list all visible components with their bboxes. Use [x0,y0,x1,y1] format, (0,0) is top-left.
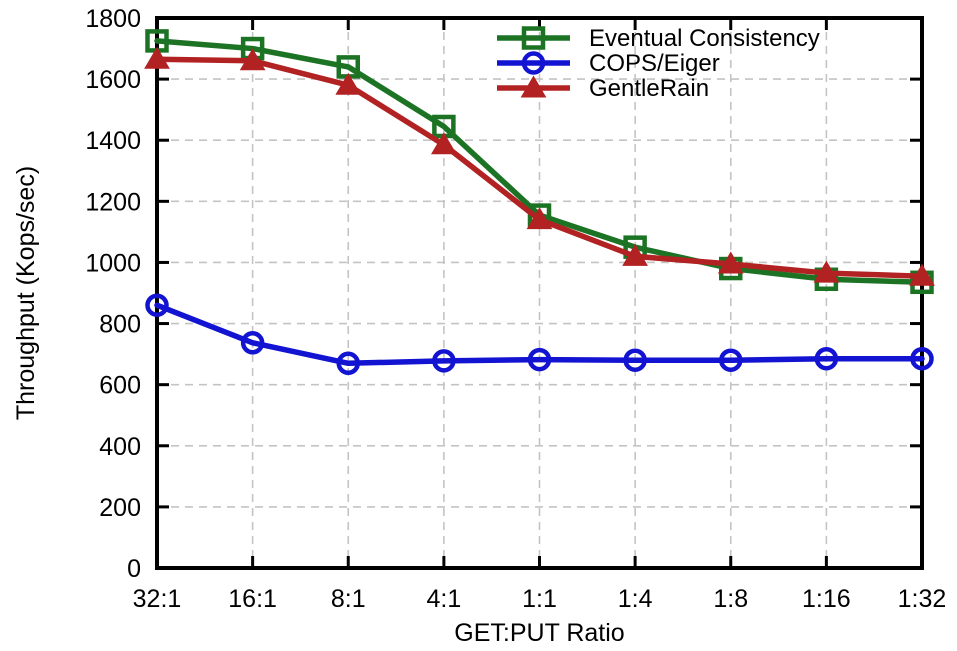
marker-filled-triangle-gentlerain [622,243,648,266]
x-tick-label: 1:1 [522,585,557,613]
x-tick-label: 1:8 [713,585,748,613]
legend-entry-gentlerain: GentleRain [497,75,709,102]
x-tick-label: 4:1 [426,585,461,613]
marker-open-circle-cops-eiger [527,347,552,372]
marker-filled-triangle-gentlerain [717,251,744,274]
series-line-cops-eiger [154,302,925,367]
x-tick-label: 32:1 [133,585,182,613]
x-tick-label: 1:32 [898,585,947,613]
legend-label: GentleRain [589,75,709,102]
x-tick-label: 8:1 [331,585,366,613]
x-tick-label: 1:16 [802,585,851,613]
x-axis-title: GET:PUT Ratio [454,619,624,647]
marker-filled-triangle-gentlerain [144,46,170,69]
y-tick-label: 400 [99,433,141,461]
y-tick-label: 1400 [85,127,141,155]
y-tick-label: 1000 [85,249,141,277]
marker-filled-triangle-gentlerain [909,263,935,286]
y-tick-label: 200 [99,494,141,522]
y-tick-label: 1600 [85,66,141,94]
y-axis-title: Throughput (Kops/sec) [12,166,40,420]
series-cops-eiger [145,293,934,376]
marker-open-circle-cops-eiger [719,348,743,372]
marker-filled-triangle-legend [520,75,547,98]
grid-lines [157,18,922,568]
marker-open-circle-cops-eiger [623,348,647,372]
x-tick-labels: 32:1 16:1 8:1 4:1 1:1 1:4 1:8 1:16 1:32 [133,585,947,613]
y-tick-label: 800 [99,311,141,339]
marker-filled-triangle-gentlerain [813,260,840,283]
marker-open-circle-cops-eiger [240,331,265,355]
legend-label: Eventual Consistency [589,25,820,52]
marker-open-circle-cops-eiger [910,346,934,371]
series-gentlerain [144,46,935,286]
marker-open-circle-cops-eiger [145,293,169,317]
marker-filled-triangle-gentlerain [431,132,457,155]
y-tick-label: 1200 [85,188,141,216]
marker-open-circle-cops-eiger [336,351,360,376]
y-tick-label: 0 [127,555,141,583]
marker-filled-triangle-gentlerain [335,72,362,95]
marker-filled-triangle-gentlerain [526,207,553,230]
legend-entry-cops-eiger: COPS/Eiger [497,50,720,77]
marker-open-square-legend [521,26,546,50]
marker-open-circle-cops-eiger [814,346,839,371]
y-tick-label: 1800 [85,5,141,33]
x-tick-label: 16:1 [228,585,277,613]
marker-open-circle-legend [521,51,546,75]
y-tick-label: 600 [99,372,141,400]
y-tick-labels: 0 200 400 600 800 1000 1200 1400 1600 1800 [85,5,141,583]
x-tick-label: 1:4 [618,585,653,613]
legend-label: COPS/Eiger [589,50,720,77]
marker-filled-triangle-gentlerain [239,48,266,71]
marker-open-circle-cops-eiger [432,349,456,373]
legend-entry-eventual-consistency: Eventual Consistency [497,25,820,52]
